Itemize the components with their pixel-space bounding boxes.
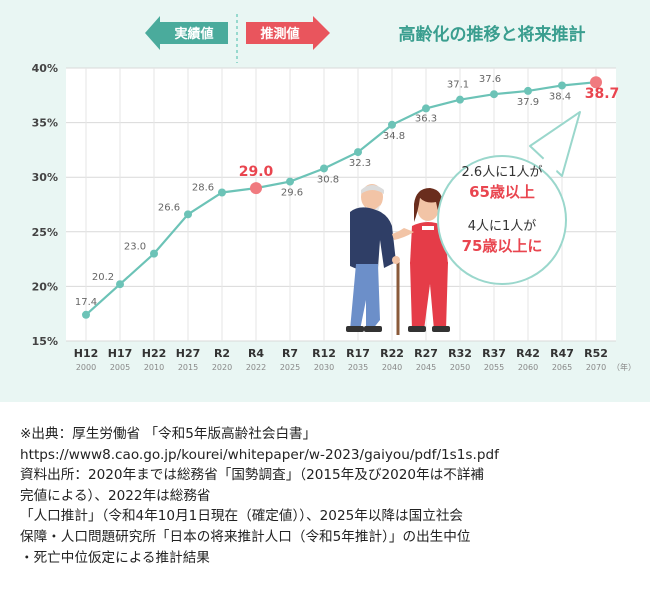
data-point [490,90,498,99]
source-note: ※出典：厚生労働省 「令和5年版高齢社会白書」 https://www8.cao… [20,424,636,568]
data-point [558,81,566,90]
callout-line4: 75歳以上に [462,237,543,255]
x-tick-label: R4 [248,347,264,360]
data-label: 17.4 [75,297,97,308]
legend-actual-label: 実績値 [174,26,213,42]
source-line: ※出典：厚生労働省 「令和5年版高齢社会白書」 [20,426,317,442]
chart-title: 高齢化の推移と将来推計 [399,24,586,45]
data-label: 38.4 [549,91,571,102]
data-point [320,164,328,173]
data-label: 34.8 [383,131,405,142]
data-label: 26.6 [158,202,180,213]
data-label-highlight: 38.7 [585,86,620,102]
data-point [388,120,396,129]
source-line: 「人口推計」（令和4年10月1日現在（確定値））、2025年以降は国立社会 [20,508,464,525]
data-label-highlight: 29.0 [239,164,274,180]
y-tick-label: 20% [32,280,58,293]
x-year-label: 2055 [484,363,504,372]
x-year-label: 2000 [76,363,96,372]
data-label: 30.8 [317,174,339,185]
x-year-label: 2022 [246,363,266,372]
x-tick-label: R17 [346,347,370,360]
data-label: 20.2 [92,272,114,283]
x-year-label: 2070 [586,363,606,372]
source-line: ・死亡中位仮定による推計結果 [20,549,210,566]
x-tick-label: R42 [516,347,540,360]
data-label: 29.6 [281,188,303,199]
data-label: 37.6 [479,74,501,85]
data-point [82,310,90,319]
data-point [354,148,362,157]
x-tick-label: H12 [74,347,99,360]
x-year-label: 2065 [552,363,572,372]
x-axis: H12 2000 H17 2005 H22 2010 H27 2015 R2 2020 R4 2022… [74,347,636,372]
data-point [456,95,464,104]
data-points [82,76,602,319]
x-year-label: 2035 [348,363,368,372]
x-year-label: 2050 [450,363,470,372]
data-label: 37.1 [447,80,469,91]
x-tick-label: R2 [214,347,230,360]
y-tick-label: 25% [32,226,58,239]
chart-panel: 実績値 推測値 高齢化の推移と将来推計 15% 20% 25% 30% 35% 40% H… [0,0,650,402]
x-tick-label: H22 [142,347,167,360]
x-tick-label: H27 [176,347,201,360]
data-point [422,104,430,113]
data-point [524,86,532,95]
data-point [116,280,124,289]
line-chart: 実績値 推測値 高齢化の推移と将来推計 15% 20% 25% 30% 35% 40% H… [32,14,636,372]
x-year-unit: （年） [612,362,636,372]
x-year-label: 2060 [518,363,538,372]
legend-projected-label: 推測値 [260,26,299,42]
callout-line3: 4人に1人が [468,219,537,234]
legend-projected-arrow: 推測値 [246,16,330,50]
source-line: 完値による）、2022年は総務省 [20,487,211,504]
x-tick-label: R47 [550,347,574,360]
y-tick-label: 40% [32,62,58,75]
x-tick-label: R22 [380,347,404,360]
x-year-label: 2045 [416,363,436,372]
x-year-label: 2010 [144,363,164,372]
data-point [150,249,158,258]
y-tick-label: 15% [32,335,58,348]
data-point [286,177,294,186]
data-label: 23.0 [124,242,146,253]
data-label: 28.6 [192,182,214,193]
callout-line1: 2.6人に1人が [462,165,543,180]
y-tick-label: 35% [32,117,58,130]
x-tick-label: R52 [584,347,608,360]
data-labels: 17.4 20.2 23.0 26.6 28.6 29.0 29.6 30.8 32.3 34.8… [75,74,619,308]
callout-line2: 65歳以上 [469,183,535,201]
data-label: 37.9 [517,97,539,108]
x-tick-label: H17 [108,347,133,360]
data-label: 36.3 [415,113,437,124]
series-line [85,81,597,316]
data-point [184,210,192,219]
x-year-label: 2020 [212,363,232,372]
source-line: 保障・人口問題研究所「日本の将来推計人口（令和5年推計）」の出生中位 [20,528,471,545]
x-tick-label: R7 [282,347,298,360]
y-tick-label: 30% [32,171,58,184]
data-label: 32.3 [349,158,371,169]
legend-actual-arrow: 実績値 [145,16,228,50]
x-year-label: 2015 [178,363,198,372]
x-year-label: 2005 [110,363,130,372]
x-tick-label: R27 [414,347,438,360]
x-year-label: 2030 [314,363,334,372]
x-tick-label: R37 [482,347,506,360]
x-year-label: 2040 [382,363,402,372]
x-tick-label: R32 [448,347,472,360]
series-path [85,81,597,316]
callout-bubble: 2.6人に1人が 65歳以上 4人に1人が 75歳以上に [437,111,581,285]
source-url: https://www8.cao.go.jp/kourei/whitepaper… [20,446,499,463]
x-tick-label: R12 [312,347,336,360]
x-year-label: 2025 [280,363,300,372]
data-point [218,188,226,197]
highlight-point [250,182,262,195]
y-axis: 15% 20% 25% 30% 35% 40% [32,62,58,348]
source-line: 資料出所：2020年までは総務省「国勢調査」（2015年及び2020年は不詳補 [20,467,485,484]
highlight-point [590,76,602,89]
